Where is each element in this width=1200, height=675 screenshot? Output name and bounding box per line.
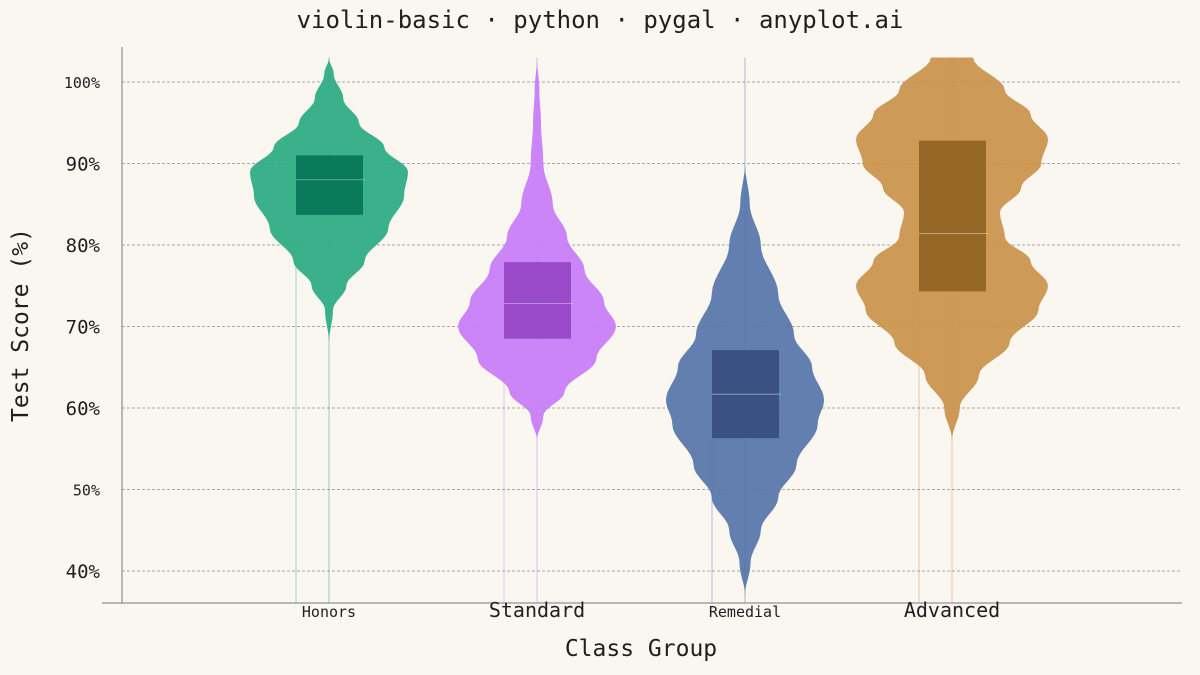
gridlines bbox=[122, 81, 1182, 572]
x-tick-label: Standard bbox=[489, 598, 585, 622]
y-tick-label: 60% bbox=[66, 398, 101, 420]
x-tick-label: Honors bbox=[302, 603, 356, 621]
x-axis-title: Class Group bbox=[565, 636, 717, 662]
violin-body bbox=[458, 57, 616, 441]
y-tick-label: 70% bbox=[66, 317, 101, 339]
y-tick-label: 40% bbox=[66, 561, 101, 583]
y-tick-label: 90% bbox=[66, 154, 101, 176]
violin-honors bbox=[250, 57, 408, 603]
iqr-box bbox=[504, 262, 571, 339]
y-tick-labels: 40% 50% 60% 70% 80% 90% 100% bbox=[64, 74, 101, 583]
violins bbox=[250, 57, 1048, 603]
y-tick-label: 100% bbox=[64, 74, 100, 92]
violin-remedial bbox=[666, 57, 824, 603]
x-tick-label: Advanced bbox=[904, 598, 1000, 622]
violin-standard bbox=[458, 57, 616, 603]
chart-title: violin-basic · python · pygal · anyplot.… bbox=[297, 6, 904, 34]
y-tick-label: 80% bbox=[66, 235, 101, 257]
iqr-box bbox=[919, 140, 986, 292]
y-axis-title: Test Score (%) bbox=[8, 228, 34, 422]
x-tick-labels: Honors Standard Remedial Advanced bbox=[302, 598, 1000, 622]
violin-advanced bbox=[856, 57, 1048, 603]
iqr-box bbox=[296, 155, 363, 215]
x-tick-label: Remedial bbox=[709, 603, 781, 621]
y-tick-label: 50% bbox=[73, 482, 100, 500]
